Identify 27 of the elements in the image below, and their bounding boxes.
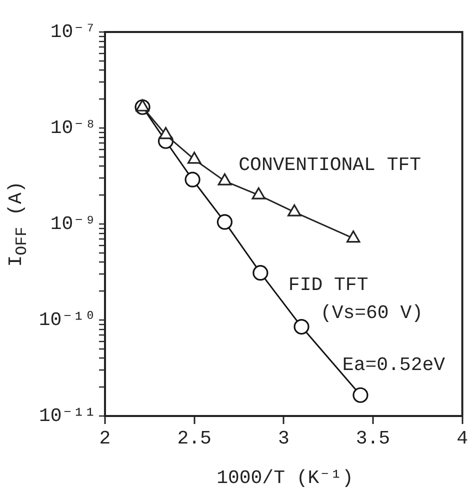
series-label: FID TFT [288, 274, 368, 296]
x-axis-title: 1000/T (K⁻¹) [216, 466, 354, 489]
x-tick-label: 3.5 [356, 427, 390, 450]
y-tick-label: 10⁻¹¹ [38, 405, 96, 428]
point [136, 99, 150, 112]
y-tick-label: 10⁻⁷ [50, 21, 96, 44]
y-tick-label: 10⁻¹⁰ [38, 309, 96, 332]
point [352, 387, 368, 403]
annotation: Ea=0.52eV [342, 354, 446, 376]
point [252, 187, 266, 200]
point [158, 126, 173, 140]
point [184, 172, 200, 188]
point [218, 173, 232, 186]
point [216, 214, 232, 230]
point [252, 265, 268, 281]
point [288, 204, 302, 216]
y-tick-label: 10⁻⁹ [50, 213, 96, 236]
point [294, 318, 310, 335]
y-tick-label: 10⁻⁸ [50, 117, 96, 140]
x-tick-label: 2 [99, 427, 111, 450]
point [346, 230, 360, 243]
x-tick-label: 3 [278, 427, 290, 450]
annotation: (Vs=60 V) [320, 302, 424, 324]
point [187, 152, 202, 164]
x-tick-label: 2.5 [177, 427, 212, 450]
x-tick-label: 4 [456, 427, 468, 450]
series-label: CONVENTIONAL TFT [238, 154, 422, 176]
